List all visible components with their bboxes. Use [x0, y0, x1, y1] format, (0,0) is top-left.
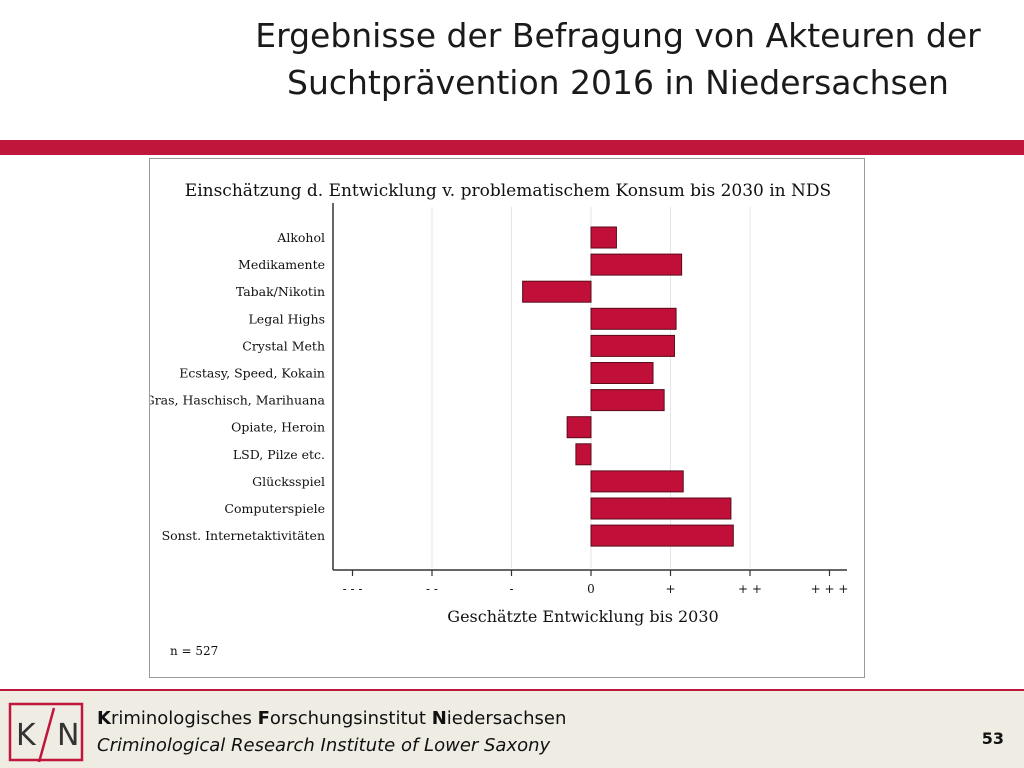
chart-title: Einschätzung d. Entwicklung v. problemat… — [185, 181, 831, 201]
x-tick-label: - - — [426, 582, 438, 596]
x-tick-label: - — [509, 582, 513, 596]
x-tick-label: + + — [738, 582, 762, 596]
category-label: Alkohol — [276, 230, 325, 245]
category-label: Medikamente — [238, 257, 325, 272]
category-label: Crystal Meth — [242, 338, 325, 353]
slide-title-line-1: Ergebnisse der Befragung von Akteuren de… — [255, 16, 981, 55]
sample-size-note: n = 527 — [170, 644, 218, 658]
slide-title-line-2: Suchtprävention 2016 in Niedersachsen — [287, 63, 949, 102]
bar — [566, 416, 592, 439]
x-tick-label: + — [665, 582, 675, 596]
bar — [590, 389, 665, 412]
bar — [590, 307, 677, 330]
kfn-logo-icon: K N — [8, 702, 84, 762]
footer: K N Kriminologisches Forschungsinstitut … — [0, 689, 1024, 768]
x-axis: - - - - - - 0 + + + + + + — [332, 203, 849, 596]
category-label: LSD, Pilze etc. — [233, 447, 325, 462]
bars — [522, 226, 734, 547]
bar-chart: Einschätzung d. Entwicklung v. problemat… — [150, 181, 849, 658]
bar — [590, 362, 654, 384]
bar — [590, 524, 734, 547]
category-label: Opiate, Heroin — [231, 420, 325, 435]
category-label: Sonst. Internetaktivitäten — [162, 528, 325, 543]
category-label: Tabak/Nikotin — [236, 284, 325, 299]
category-label: Computerspiele — [224, 501, 325, 516]
page-number: 53 — [981, 729, 1004, 748]
slide-title: Ergebnisse der Befragung von Akteuren de… — [150, 12, 1024, 106]
svg-text:N: N — [57, 718, 79, 753]
bar — [575, 443, 592, 466]
bar — [590, 470, 684, 493]
bar — [590, 334, 675, 357]
category-label: Gras, Haschisch, Marihuana — [150, 393, 326, 408]
x-tick-label: - - - — [343, 582, 363, 596]
x-tick-label: 0 — [587, 582, 595, 596]
category-label: Legal Highs — [249, 311, 326, 326]
x-axis-label: Geschätzte Entwicklung bis 2030 — [447, 607, 718, 626]
bar — [590, 226, 617, 249]
institute-name-en: Criminological Research Institute of Low… — [97, 735, 551, 756]
x-tick-label: + + + — [811, 582, 849, 596]
institute-name-de: Kriminologisches Forschungsinstitut Nied… — [97, 708, 567, 729]
bar — [590, 497, 732, 520]
category-labels: Alkohol Medikamente Tabak/Nikotin Legal Hig… — [150, 230, 326, 543]
bar — [590, 253, 683, 276]
chart-frame: Einschätzung d. Entwicklung v. problemat… — [149, 158, 865, 678]
bar — [522, 280, 592, 303]
svg-text:K: K — [16, 718, 37, 753]
category-label: Ecstasy, Speed, Kokain — [179, 366, 325, 381]
accent-rule — [0, 140, 1024, 155]
category-label: Glücksspiel — [252, 474, 325, 489]
